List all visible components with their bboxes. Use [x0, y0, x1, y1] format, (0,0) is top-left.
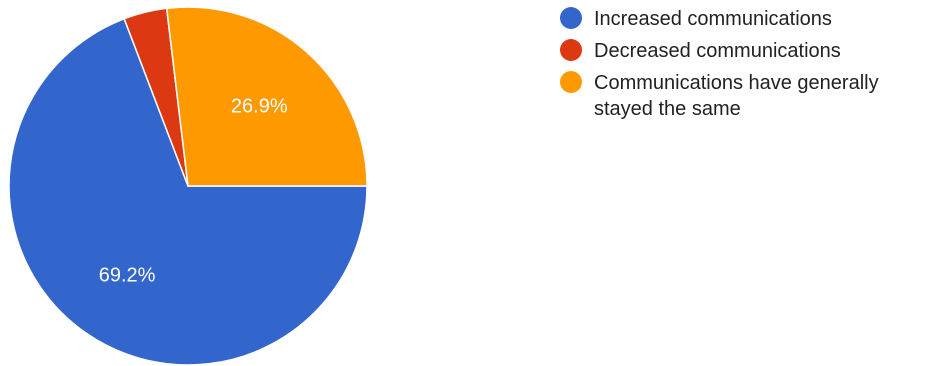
- legend-swatch-3: [560, 71, 582, 93]
- pie-chart: 69.2% 26.9%: [8, 6, 368, 366]
- legend-item-3: Communications have generally stayed the…: [560, 70, 940, 122]
- chart-legend: Increased communications Decreased commun…: [560, 6, 940, 128]
- slice-value-label-1: 69.2%: [99, 264, 156, 286]
- legend-label-1: Increased communications: [594, 8, 832, 30]
- pie-slice-1: [8, 17, 368, 366]
- legend-swatch-2: [560, 39, 582, 61]
- slice-value-label-3: 26.9%: [231, 96, 288, 118]
- legend-label-2: Decreased communications: [594, 40, 841, 62]
- legend-label-3: Communications have generally stayed the…: [594, 72, 879, 120]
- legend-swatch-1: [560, 7, 582, 29]
- legend-item-2: Decreased communications: [560, 38, 940, 64]
- pie-slice-3: [165, 6, 368, 187]
- legend-item-1: Increased communications: [560, 6, 940, 32]
